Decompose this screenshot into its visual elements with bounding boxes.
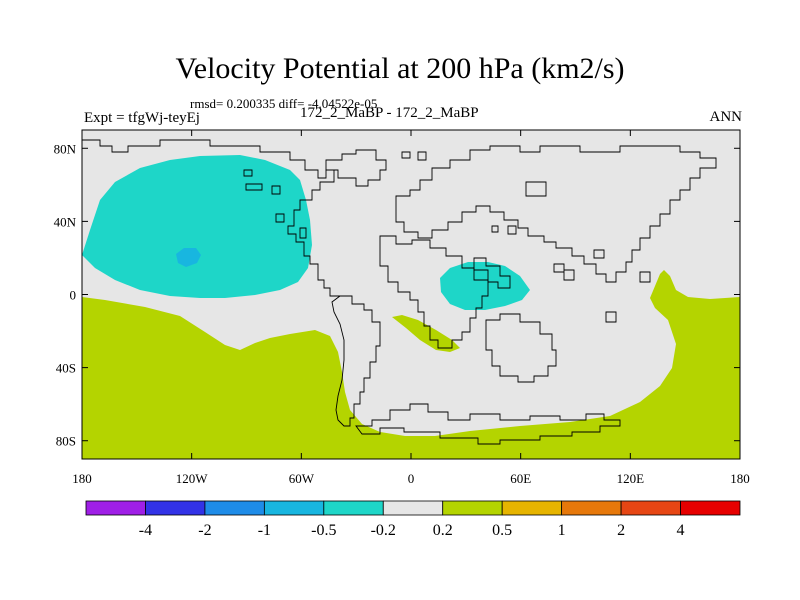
lon-tick-label: 0	[408, 471, 415, 486]
lat-tick-label: 40S	[56, 361, 76, 376]
lat-tick-label: 80N	[54, 141, 77, 156]
colorbar-label: 4	[677, 522, 685, 539]
colorbar-swatch	[680, 500, 741, 516]
colorbar-swatch	[85, 500, 146, 516]
velocity-potential-minimum	[176, 248, 201, 267]
longitude-axis: 180 120W 60W 0 60E 120E 180	[72, 130, 750, 486]
positive-velocity-potential-tongue	[392, 315, 460, 352]
colorbar-label: -0.5	[311, 522, 336, 539]
lon-tick-label: 180	[730, 471, 750, 486]
colorbar-label: 1	[558, 522, 566, 539]
colorbar-swatch	[501, 500, 563, 516]
negative-velocity-potential-region-africa	[440, 262, 530, 310]
colorbar-label: -0.2	[371, 522, 396, 539]
map-plot-area	[82, 130, 740, 459]
lat-tick-label: 80S	[56, 434, 76, 449]
lon-tick-label: 120E	[617, 471, 645, 486]
latitude-axis: 80N 40N 0 40S 80S	[54, 141, 740, 449]
colorbar-swatch	[323, 500, 384, 516]
coastline-greenland	[325, 149, 387, 187]
coastline-north-america	[82, 139, 340, 297]
lat-tick-label: 0	[70, 288, 77, 303]
colorbar-label: 0.5	[492, 522, 512, 539]
colorbar-swatch	[442, 500, 503, 516]
coastlines	[82, 139, 717, 445]
negative-velocity-potential-region-west	[82, 155, 312, 298]
lat-tick-label: 40N	[54, 214, 77, 229]
colorbar-label: 2	[617, 522, 625, 539]
coastline-eurasia	[395, 145, 717, 283]
coastline-south-america	[331, 295, 381, 427]
lon-tick-label: 120W	[176, 471, 209, 486]
colorbar-label: -2	[198, 522, 211, 539]
colorbar-label: 0.2	[433, 522, 453, 539]
coastline-antarctica	[355, 403, 621, 445]
colorbar-swatch	[204, 500, 265, 516]
colorbar: -4 -2 -1 -0.5 -0.2 0.2 0.5 1 2 4	[85, 500, 741, 539]
colorbar-swatch	[561, 500, 622, 516]
case-label: 172_2_MaBP - 172_2_MaBP	[300, 105, 479, 121]
colorbar-label: -1	[258, 522, 271, 539]
colorbar-swatch	[620, 500, 681, 516]
map-title: Velocity Potential at 200 hPa (km2/s)	[175, 52, 625, 85]
lon-tick-label: 60E	[510, 471, 531, 486]
colorbar-label: -4	[139, 522, 152, 539]
coastline-africa	[379, 235, 489, 349]
coastline-islands	[243, 151, 651, 323]
colorbar-swatch	[145, 500, 206, 516]
lon-tick-label: 60W	[289, 471, 315, 486]
positive-velocity-potential-region	[82, 270, 740, 459]
season-label: ANN	[709, 109, 743, 125]
map-subtitle: rmsd= 0.200335 diff= -4.04522e-05	[190, 96, 378, 111]
coastline-arabia	[473, 257, 511, 289]
lon-tick-label: 180	[72, 471, 92, 486]
experiment-label: Expt = tfgWj-teyEj	[84, 110, 200, 126]
colorbar-swatch	[263, 500, 325, 516]
colorbar-swatch	[382, 500, 444, 516]
coastline-australia	[485, 313, 557, 383]
